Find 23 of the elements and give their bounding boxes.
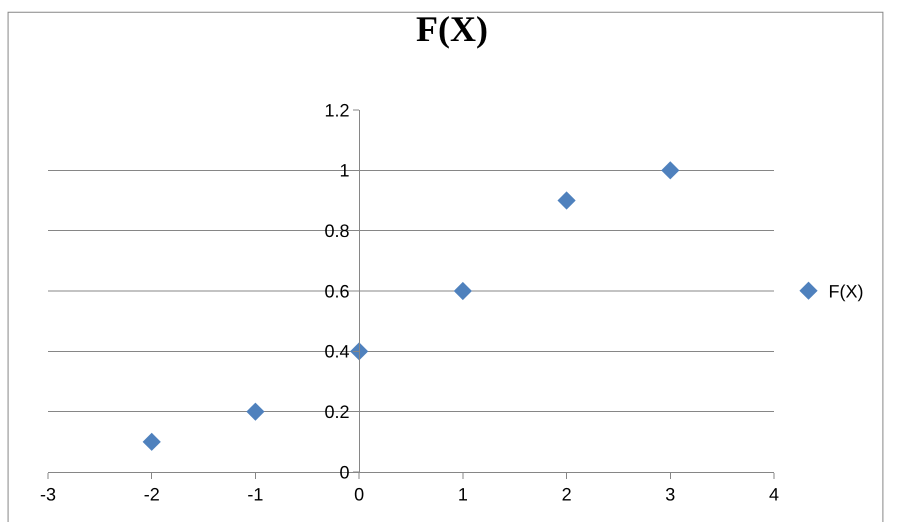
y-tick-label: 0.2 xyxy=(324,402,350,422)
point xyxy=(246,402,265,421)
y-tick-label: 0.8 xyxy=(324,220,350,241)
x-tick-label: 2 xyxy=(562,484,572,505)
x-tick-label: 3 xyxy=(665,484,676,505)
y-tick-label: 1.2 xyxy=(324,100,350,120)
x-tick-label: 1 xyxy=(458,484,468,505)
point xyxy=(454,282,472,300)
x-tick-label: -1 xyxy=(247,484,264,505)
y-tick-label: 0.6 xyxy=(324,281,350,302)
y-tick-label: 0 xyxy=(340,462,350,482)
point xyxy=(557,191,576,210)
y-tick-label: 1 xyxy=(340,160,350,181)
point xyxy=(350,342,368,360)
x-tick-label: 0 xyxy=(354,484,364,505)
x-tick-label: 4 xyxy=(768,484,780,505)
point xyxy=(661,161,680,180)
x-tick-label: -2 xyxy=(144,484,160,505)
y-tick-label: 0.4 xyxy=(324,342,350,362)
chart-title: F(X) xyxy=(416,8,488,49)
legend-label: F(X) xyxy=(828,282,864,302)
x-tick-label: -3 xyxy=(40,484,56,505)
point xyxy=(142,432,161,451)
